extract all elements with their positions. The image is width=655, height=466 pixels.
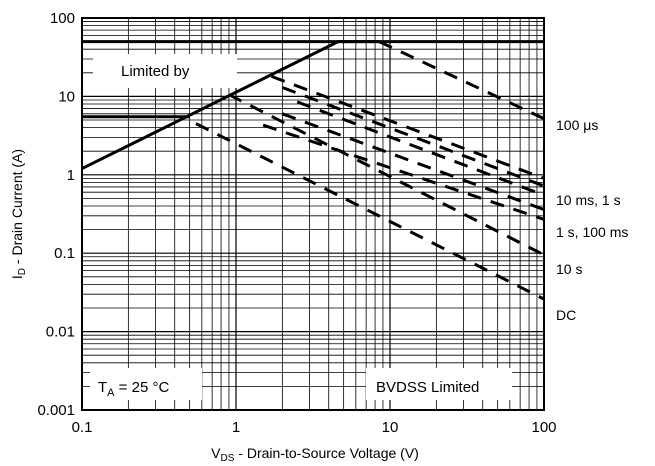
y-axis-title: ID - Drain Current (A) <box>9 149 28 279</box>
x-axis-title: VDS - Drain-to-Source Voltage (V) <box>211 445 419 464</box>
curve-label: 10 ms, 1 s <box>556 192 621 208</box>
y-tick-label: 0.1 <box>54 245 75 262</box>
bvdss-label: BVDSS Limited <box>376 379 479 396</box>
soa-curve <box>270 74 545 180</box>
soa-curves <box>81 40 545 301</box>
rds-on-limit-line <box>81 40 339 170</box>
soa-curve <box>228 93 545 257</box>
y-tick-label: 1 <box>67 167 75 184</box>
x-tick-label: 1 <box>232 419 240 436</box>
x-tick-label: 100 <box>531 419 556 436</box>
curve-label: 10 s <box>556 261 582 277</box>
soa-curve <box>296 100 545 197</box>
bvdss-box <box>366 368 512 400</box>
curve-label: 1 s, 100 ms <box>556 224 628 240</box>
limited-by-label: Limited by <box>121 63 190 80</box>
limited-by-box <box>93 54 237 88</box>
ta-label: TA = 25 °C <box>98 379 169 399</box>
soa-curve <box>262 123 545 221</box>
y-tick-label: 100 <box>50 10 75 27</box>
soa-curve <box>195 122 545 301</box>
soa-curve <box>281 86 545 188</box>
y-tick-label: 0.001 <box>37 402 75 419</box>
soa-curve <box>378 40 545 121</box>
curve-label: 100 μs <box>556 117 598 133</box>
y-tick-label: 0.01 <box>46 324 75 341</box>
plot-frame <box>81 17 545 411</box>
tick-labels: 0.1 1 10 100 100 10 1 0.1 0.01 0.001 <box>37 10 556 436</box>
x-tick-label: 0.1 <box>72 419 93 436</box>
ta-box <box>90 368 202 400</box>
curve-label: DC <box>556 307 576 323</box>
curve-labels: 100 μs 10 ms, 1 s 1 s, 100 ms 10 s DC <box>556 117 628 323</box>
y-tick-label: 10 <box>58 88 75 105</box>
x-tick-label: 10 <box>382 419 399 436</box>
